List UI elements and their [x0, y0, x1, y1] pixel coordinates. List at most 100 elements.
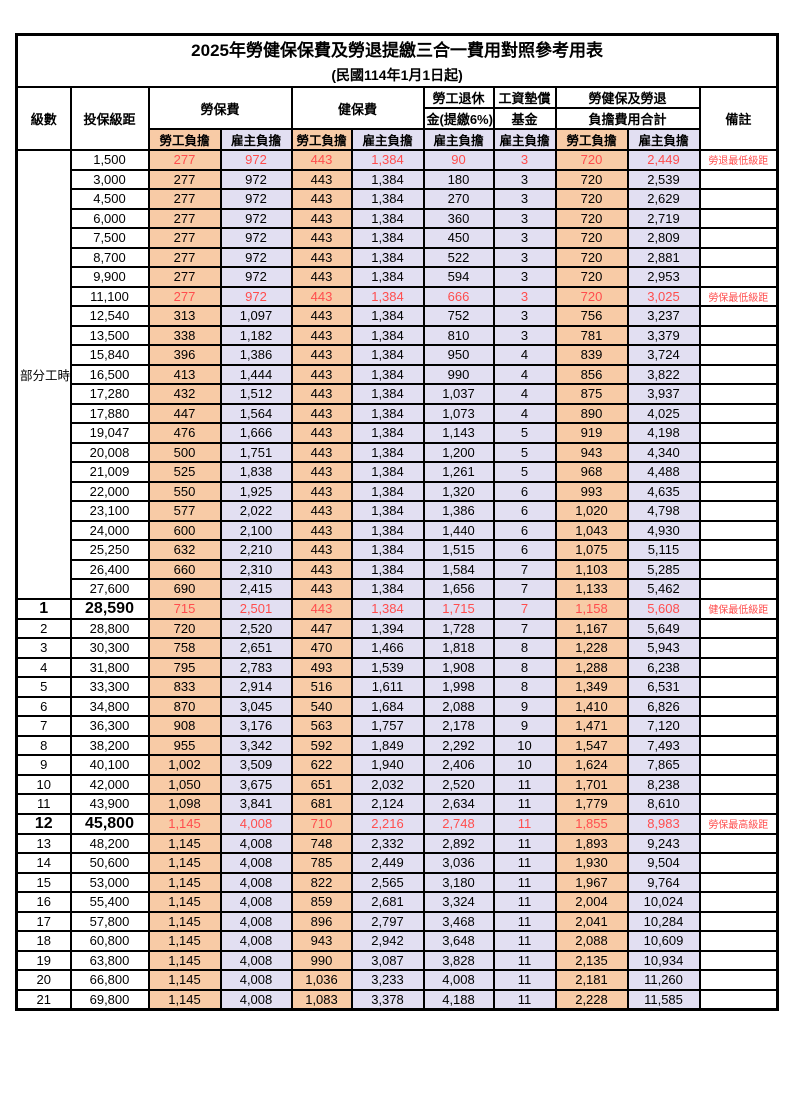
level-cell: 10 — [15, 773, 72, 795]
table-row: 6,000 277 972 443 1,384 360 3 720 2,719 — [17, 207, 779, 229]
pension-employer-cell: 2,292 — [422, 734, 495, 756]
subheader-total-employer: 雇主負擔 — [626, 128, 701, 151]
labor-fee-employer-cell: 4,008 — [219, 969, 293, 991]
wage-fund-employer-cell: 8 — [492, 676, 557, 698]
labor-fee-employer-cell: 2,651 — [219, 637, 293, 659]
total-employee-cell: 1,855 — [554, 812, 629, 835]
health-fee-employer-cell: 1,384 — [350, 227, 425, 249]
health-fee-employer-cell: 1,384 — [350, 441, 425, 463]
total-employer-cell: 2,629 — [626, 188, 701, 210]
health-fee-employer-cell: 1,384 — [350, 422, 425, 444]
col-header-labor-insurance: 勞保費 — [147, 86, 293, 130]
col-header-pension-line2: 金(提繳6%) — [422, 107, 495, 130]
note-cell — [698, 871, 779, 893]
labor-fee-employer-cell: 972 — [219, 188, 293, 210]
bracket-cell: 19,047 — [69, 422, 150, 444]
pension-employer-cell: 1,515 — [422, 539, 495, 561]
level-cell: 15 — [15, 871, 72, 893]
labor-fee-employee-cell: 720 — [147, 617, 222, 639]
health-fee-employer-cell: 1,684 — [350, 695, 425, 717]
total-employer-cell: 5,943 — [626, 637, 701, 659]
table-row: 20 66,800 1,145 4,008 1,036 3,233 4,008 11 2,181… — [15, 969, 779, 991]
bracket-cell: 45,800 — [69, 812, 150, 835]
health-fee-employee-cell: 443 — [290, 422, 353, 444]
wage-fund-employer-cell: 11 — [492, 949, 557, 971]
health-fee-employer-cell: 2,332 — [350, 832, 425, 854]
health-fee-employee-cell: 622 — [290, 754, 353, 776]
health-fee-employee-cell: 443 — [290, 168, 353, 190]
labor-fee-employee-cell: 432 — [147, 383, 222, 405]
bracket-cell: 11,100 — [69, 285, 150, 307]
note-cell — [698, 715, 779, 737]
total-employee-cell: 1,349 — [554, 676, 629, 698]
labor-fee-employer-cell: 972 — [219, 168, 293, 190]
pension-employer-cell: 1,386 — [422, 500, 495, 522]
pension-employer-cell: 1,715 — [422, 597, 495, 620]
total-employer-cell: 6,531 — [626, 676, 701, 698]
total-employee-cell: 781 — [554, 324, 629, 346]
health-fee-employer-cell: 1,384 — [350, 149, 425, 171]
wage-fund-employer-cell: 11 — [492, 910, 557, 932]
health-fee-employer-cell: 3,087 — [350, 949, 425, 971]
total-employee-cell: 1,967 — [554, 871, 629, 893]
pension-employer-cell: 752 — [422, 305, 495, 327]
health-fee-employee-cell: 748 — [290, 832, 353, 854]
bracket-cell: 6,000 — [69, 207, 150, 229]
level-cell: 17 — [15, 910, 72, 932]
wage-fund-employer-cell: 3 — [492, 207, 557, 229]
level-cell: 5 — [15, 676, 72, 698]
wage-fund-employer-cell: 3 — [492, 149, 557, 171]
labor-fee-employer-cell: 2,310 — [219, 558, 293, 580]
health-fee-employee-cell: 443 — [290, 578, 353, 600]
wage-fund-employer-cell: 3 — [492, 227, 557, 249]
total-employer-cell: 11,585 — [626, 988, 701, 1010]
table-row: 部分工時 1,500 277 972 443 1,384 90 3 720 2,449 勞退最低級距 — [15, 149, 779, 600]
table-row: 27,600 690 2,415 443 1,384 1,656 7 1,133 5,462 — [17, 578, 779, 600]
health-fee-employee-cell: 1,083 — [290, 988, 353, 1010]
labor-fee-employee-cell: 313 — [147, 305, 222, 327]
total-employer-cell: 3,822 — [626, 363, 701, 385]
wage-fund-employer-cell: 11 — [492, 930, 557, 952]
health-fee-employee-cell: 710 — [290, 812, 353, 835]
labor-fee-employee-cell: 277 — [147, 168, 222, 190]
health-fee-employer-cell: 1,384 — [350, 285, 425, 307]
pension-employer-cell: 2,748 — [422, 812, 495, 835]
total-employer-cell: 4,340 — [626, 441, 701, 463]
level-cell: 1 — [15, 597, 72, 620]
total-employee-cell: 720 — [554, 227, 629, 249]
wage-fund-employer-cell: 10 — [492, 734, 557, 756]
health-fee-employee-cell: 443 — [290, 266, 353, 288]
health-fee-employee-cell: 443 — [290, 246, 353, 268]
pension-employer-cell: 1,656 — [422, 578, 495, 600]
health-fee-employee-cell: 443 — [290, 597, 353, 620]
bracket-cell: 57,800 — [69, 910, 150, 932]
bracket-cell: 42,000 — [69, 773, 150, 795]
note-cell: 健保最低級距 — [698, 597, 779, 620]
wage-fund-employer-cell: 9 — [492, 715, 557, 737]
wage-fund-employer-cell: 11 — [492, 832, 557, 854]
bracket-cell: 24,000 — [69, 519, 150, 541]
table-row: 9,900 277 972 443 1,384 594 3 720 2,953 — [17, 266, 779, 288]
subheader-wage-fund-employer: 雇主負擔 — [492, 128, 557, 151]
wage-fund-employer-cell: 9 — [492, 695, 557, 717]
health-fee-employer-cell: 1,384 — [350, 266, 425, 288]
wage-fund-employer-cell: 4 — [492, 363, 557, 385]
total-employee-cell: 720 — [554, 188, 629, 210]
note-cell — [698, 930, 779, 952]
table-row: 5 33,300 833 2,914 516 1,611 1,998 8 1,349 6,531 — [15, 676, 779, 698]
table-row: 10 42,000 1,050 3,675 651 2,032 2,520 11 1,701 8,… — [15, 773, 779, 795]
pension-employer-cell: 1,073 — [422, 402, 495, 424]
labor-fee-employer-cell: 2,501 — [219, 597, 293, 620]
total-employer-cell: 9,243 — [626, 832, 701, 854]
wage-fund-employer-cell: 11 — [492, 852, 557, 874]
health-fee-employee-cell: 493 — [290, 656, 353, 678]
pension-employer-cell: 1,320 — [422, 480, 495, 502]
pension-employer-cell: 3,036 — [422, 852, 495, 874]
labor-fee-employee-cell: 1,002 — [147, 754, 222, 776]
bracket-cell: 3,000 — [69, 168, 150, 190]
labor-fee-employer-cell: 4,008 — [219, 871, 293, 893]
health-fee-employee-cell: 1,036 — [290, 969, 353, 991]
table-row: 3 30,300 758 2,651 470 1,466 1,818 8 1,228 5,943 — [15, 637, 779, 659]
wage-fund-employer-cell: 5 — [492, 441, 557, 463]
wage-fund-employer-cell: 3 — [492, 168, 557, 190]
